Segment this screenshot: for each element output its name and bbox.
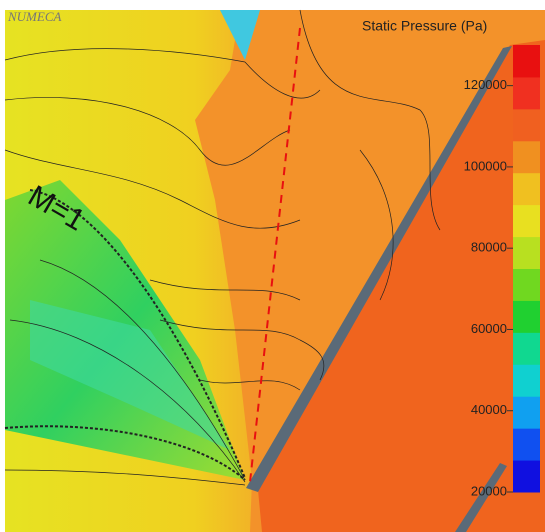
colorbar-band xyxy=(513,109,540,141)
colorbar-title: Static Pressure (Pa) xyxy=(362,18,487,34)
colorbar-band xyxy=(513,205,540,237)
colorbar-band xyxy=(513,173,540,205)
colorbar-band xyxy=(513,237,540,269)
colorbar-band xyxy=(513,269,540,301)
colorbar-band xyxy=(513,460,540,492)
colorbar-tick-label: 120000 xyxy=(464,77,507,92)
colorbar-band xyxy=(513,364,540,396)
colorbar-tick-label: 60000 xyxy=(471,321,507,336)
watermark: NUMECA xyxy=(7,9,62,24)
colorbar-tick-label: 40000 xyxy=(471,402,507,417)
colorbar-tick-label: 100000 xyxy=(464,158,507,173)
colorbar-band xyxy=(513,396,540,428)
colorbar-band xyxy=(513,77,540,109)
colorbar-band xyxy=(513,428,540,460)
colorbar-band xyxy=(513,300,540,332)
colorbar-band xyxy=(513,45,540,77)
chart: NUMECA M=1 Static Pressure (Pa) 20000400… xyxy=(0,0,545,532)
colorbar-tick-label: 20000 xyxy=(471,483,507,498)
colorbar-tick-label: 80000 xyxy=(471,240,507,255)
colorbar-band xyxy=(513,332,540,364)
colorbar-band xyxy=(513,141,540,173)
